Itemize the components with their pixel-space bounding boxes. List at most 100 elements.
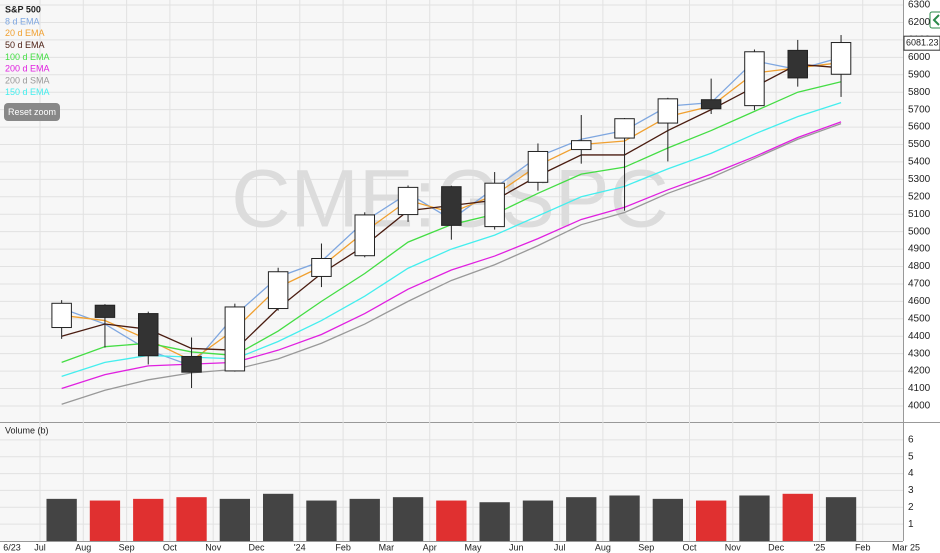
y-tick-label: 5100 [908, 209, 931, 220]
volume-tick-label: 3 [908, 485, 914, 496]
y-tick-label: 4200 [908, 366, 931, 377]
y-tick-label: 5600 [908, 122, 931, 133]
y-tick-label: 5500 [908, 139, 931, 150]
x-tick-label: Feb [855, 542, 871, 552]
x-tick-label: '24 [294, 542, 306, 552]
candle-body [311, 257, 332, 277]
x-tick-label: Sep [119, 542, 135, 552]
y-tick-label: 6300 [908, 0, 931, 11]
y-tick-label: 6000 [908, 52, 931, 63]
volume-bar [825, 497, 857, 541]
candle-body [94, 304, 116, 318]
volume-bar [306, 500, 337, 541]
x-tick-label: Jun [509, 542, 524, 552]
y-tick-label: 5200 [908, 191, 931, 202]
volume-bar [349, 498, 380, 541]
volume-bar [479, 502, 510, 541]
x-tick-label: Jul [554, 542, 566, 552]
legend-entry: 200 d SMA [5, 75, 50, 85]
y-tick-label: 4300 [908, 348, 931, 359]
volume-bar [176, 497, 207, 541]
candle-body [224, 306, 246, 372]
candle-body [787, 49, 808, 79]
y-tick-label: 5900 [908, 69, 931, 80]
x-tick-label: Jul [34, 542, 46, 552]
legend-entry: 8 d EMA [5, 16, 40, 26]
side-icon-arrow [932, 14, 940, 26]
candle-body [484, 182, 505, 228]
y-tick-label: 4000 [908, 401, 931, 412]
y-tick-label: 6200 [908, 17, 931, 28]
volume-tick-label: 4 [908, 468, 914, 479]
volume-title: Volume (b) [5, 425, 49, 435]
y-tick-label: 5800 [908, 87, 931, 98]
reset-zoom-button[interactable] [4, 103, 60, 121]
volume-bar [695, 500, 727, 541]
x-tick-label: 6/23 [3, 542, 21, 552]
candle-body [614, 118, 635, 139]
volume-bar [262, 493, 294, 541]
x-tick-label: Nov [205, 542, 222, 552]
volume-bar [133, 498, 164, 541]
volume-bar [89, 500, 121, 541]
candle-body [138, 313, 159, 357]
x-tick-label: Mar 25 [892, 542, 920, 552]
volume-bar [566, 497, 597, 541]
volume-tick-label: 5 [908, 451, 914, 462]
x-tick-label: May [464, 542, 482, 552]
x-tick-label: Feb [335, 542, 351, 552]
volume-bar [739, 495, 770, 541]
legend-entry: 100 d EMA [5, 52, 50, 62]
candle-body [51, 302, 72, 329]
candle-body [657, 98, 679, 124]
candle-body [441, 186, 462, 226]
volume-tick-label: 6 [908, 434, 914, 445]
x-tick-label: Sep [638, 542, 654, 552]
volume-bar [782, 493, 813, 541]
last-price-tag [903, 35, 940, 51]
x-tick-label: Mar [379, 542, 395, 552]
y-tick-label: 5000 [908, 226, 931, 237]
candle-body [700, 99, 722, 110]
volume-bar [219, 498, 251, 541]
y-tick-label: 4500 [908, 313, 931, 324]
legend-entry: 200 d EMA [5, 64, 50, 74]
legend-entry: 50 d EMA [5, 40, 45, 50]
x-tick-label: Oct [682, 542, 697, 552]
y-tick-label: 4600 [908, 296, 931, 307]
volume-bar [392, 497, 424, 541]
y-tick-label: 5300 [908, 174, 931, 185]
y-tick-label: 4400 [908, 331, 931, 342]
x-tick-label: '25 [814, 542, 826, 552]
x-tick-label: Apr [423, 542, 437, 552]
x-tick-label: Dec [768, 542, 785, 552]
volume-tick-label: 1 [908, 519, 914, 530]
legend-entry: 20 d EMA [5, 28, 45, 38]
reset-zoom-label[interactable]: Reset zoom [8, 107, 56, 117]
candle-body [527, 150, 549, 183]
volume-bar [609, 495, 640, 541]
volume-tick-label: 2 [908, 502, 914, 513]
y-tick-label: 5700 [908, 104, 931, 115]
legend-entry: 150 d EMA [5, 87, 50, 97]
candle-body [744, 51, 765, 107]
volume-bar [522, 500, 554, 541]
y-tick-label: 4100 [908, 383, 931, 394]
x-tick-label: Aug [75, 542, 91, 552]
chart-title: S&P 500 [5, 4, 41, 14]
last-price-label: 6081.23 [906, 38, 939, 48]
x-tick-label: Aug [595, 542, 611, 552]
candle-body [571, 140, 592, 151]
candle-body [181, 355, 202, 373]
candle-body [267, 271, 289, 310]
y-tick-label: 5400 [908, 157, 931, 168]
y-tick-label: 4800 [908, 261, 931, 272]
x-tick-label: Oct [163, 542, 178, 552]
candle-body [397, 186, 419, 216]
volume-bar [652, 498, 684, 541]
candle-body [830, 42, 852, 75]
y-tick-label: 4700 [908, 279, 931, 290]
x-tick-label: Nov [725, 542, 742, 552]
y-tick-label: 4900 [908, 244, 931, 255]
